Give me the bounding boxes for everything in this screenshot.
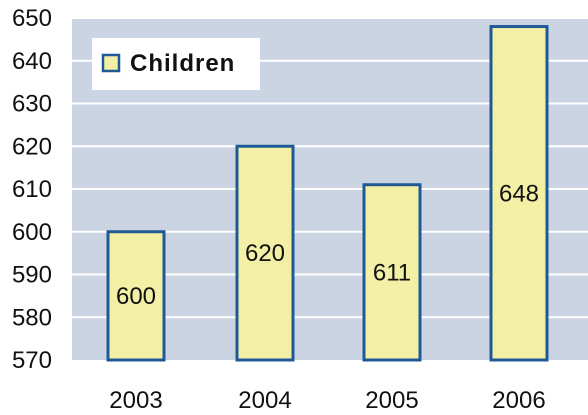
legend-swatch [101, 53, 121, 73]
bar-2006 [489, 25, 549, 362]
data-label-2004: 620 [245, 240, 285, 267]
x-tick-label: 2003 [109, 387, 162, 414]
y-tick-label: 600 [12, 219, 52, 246]
y-tick-label: 620 [12, 133, 52, 160]
x-tick-label: 2006 [492, 387, 545, 414]
x-axis-ticks: 2003 2004 2005 2006 [109, 387, 545, 414]
data-label-2005: 611 [373, 259, 411, 286]
y-tick-label: 630 [12, 91, 52, 118]
y-axis-ticks: 570 580 590 600 610 620 630 640 650 [12, 5, 52, 374]
bar-2003 [106, 230, 166, 362]
y-tick-label: 590 [12, 262, 52, 289]
y-tick-label: 640 [12, 48, 52, 75]
bar-2004 [235, 144, 295, 362]
y-tick-label: 570 [12, 347, 52, 374]
y-tick-label: 580 [12, 304, 52, 331]
x-tick-label: 2004 [238, 387, 291, 414]
y-tick-label: 650 [12, 5, 52, 32]
bars-group: 600 620 611 648 [106, 25, 549, 362]
legend-label: Children [130, 50, 235, 77]
legend: Children [92, 38, 260, 90]
data-label-2003: 600 [116, 283, 156, 310]
x-tick-label: 2005 [365, 387, 418, 414]
y-tick-label: 610 [12, 176, 52, 203]
bar-2005 [362, 183, 422, 362]
data-label-2006: 648 [499, 180, 539, 207]
